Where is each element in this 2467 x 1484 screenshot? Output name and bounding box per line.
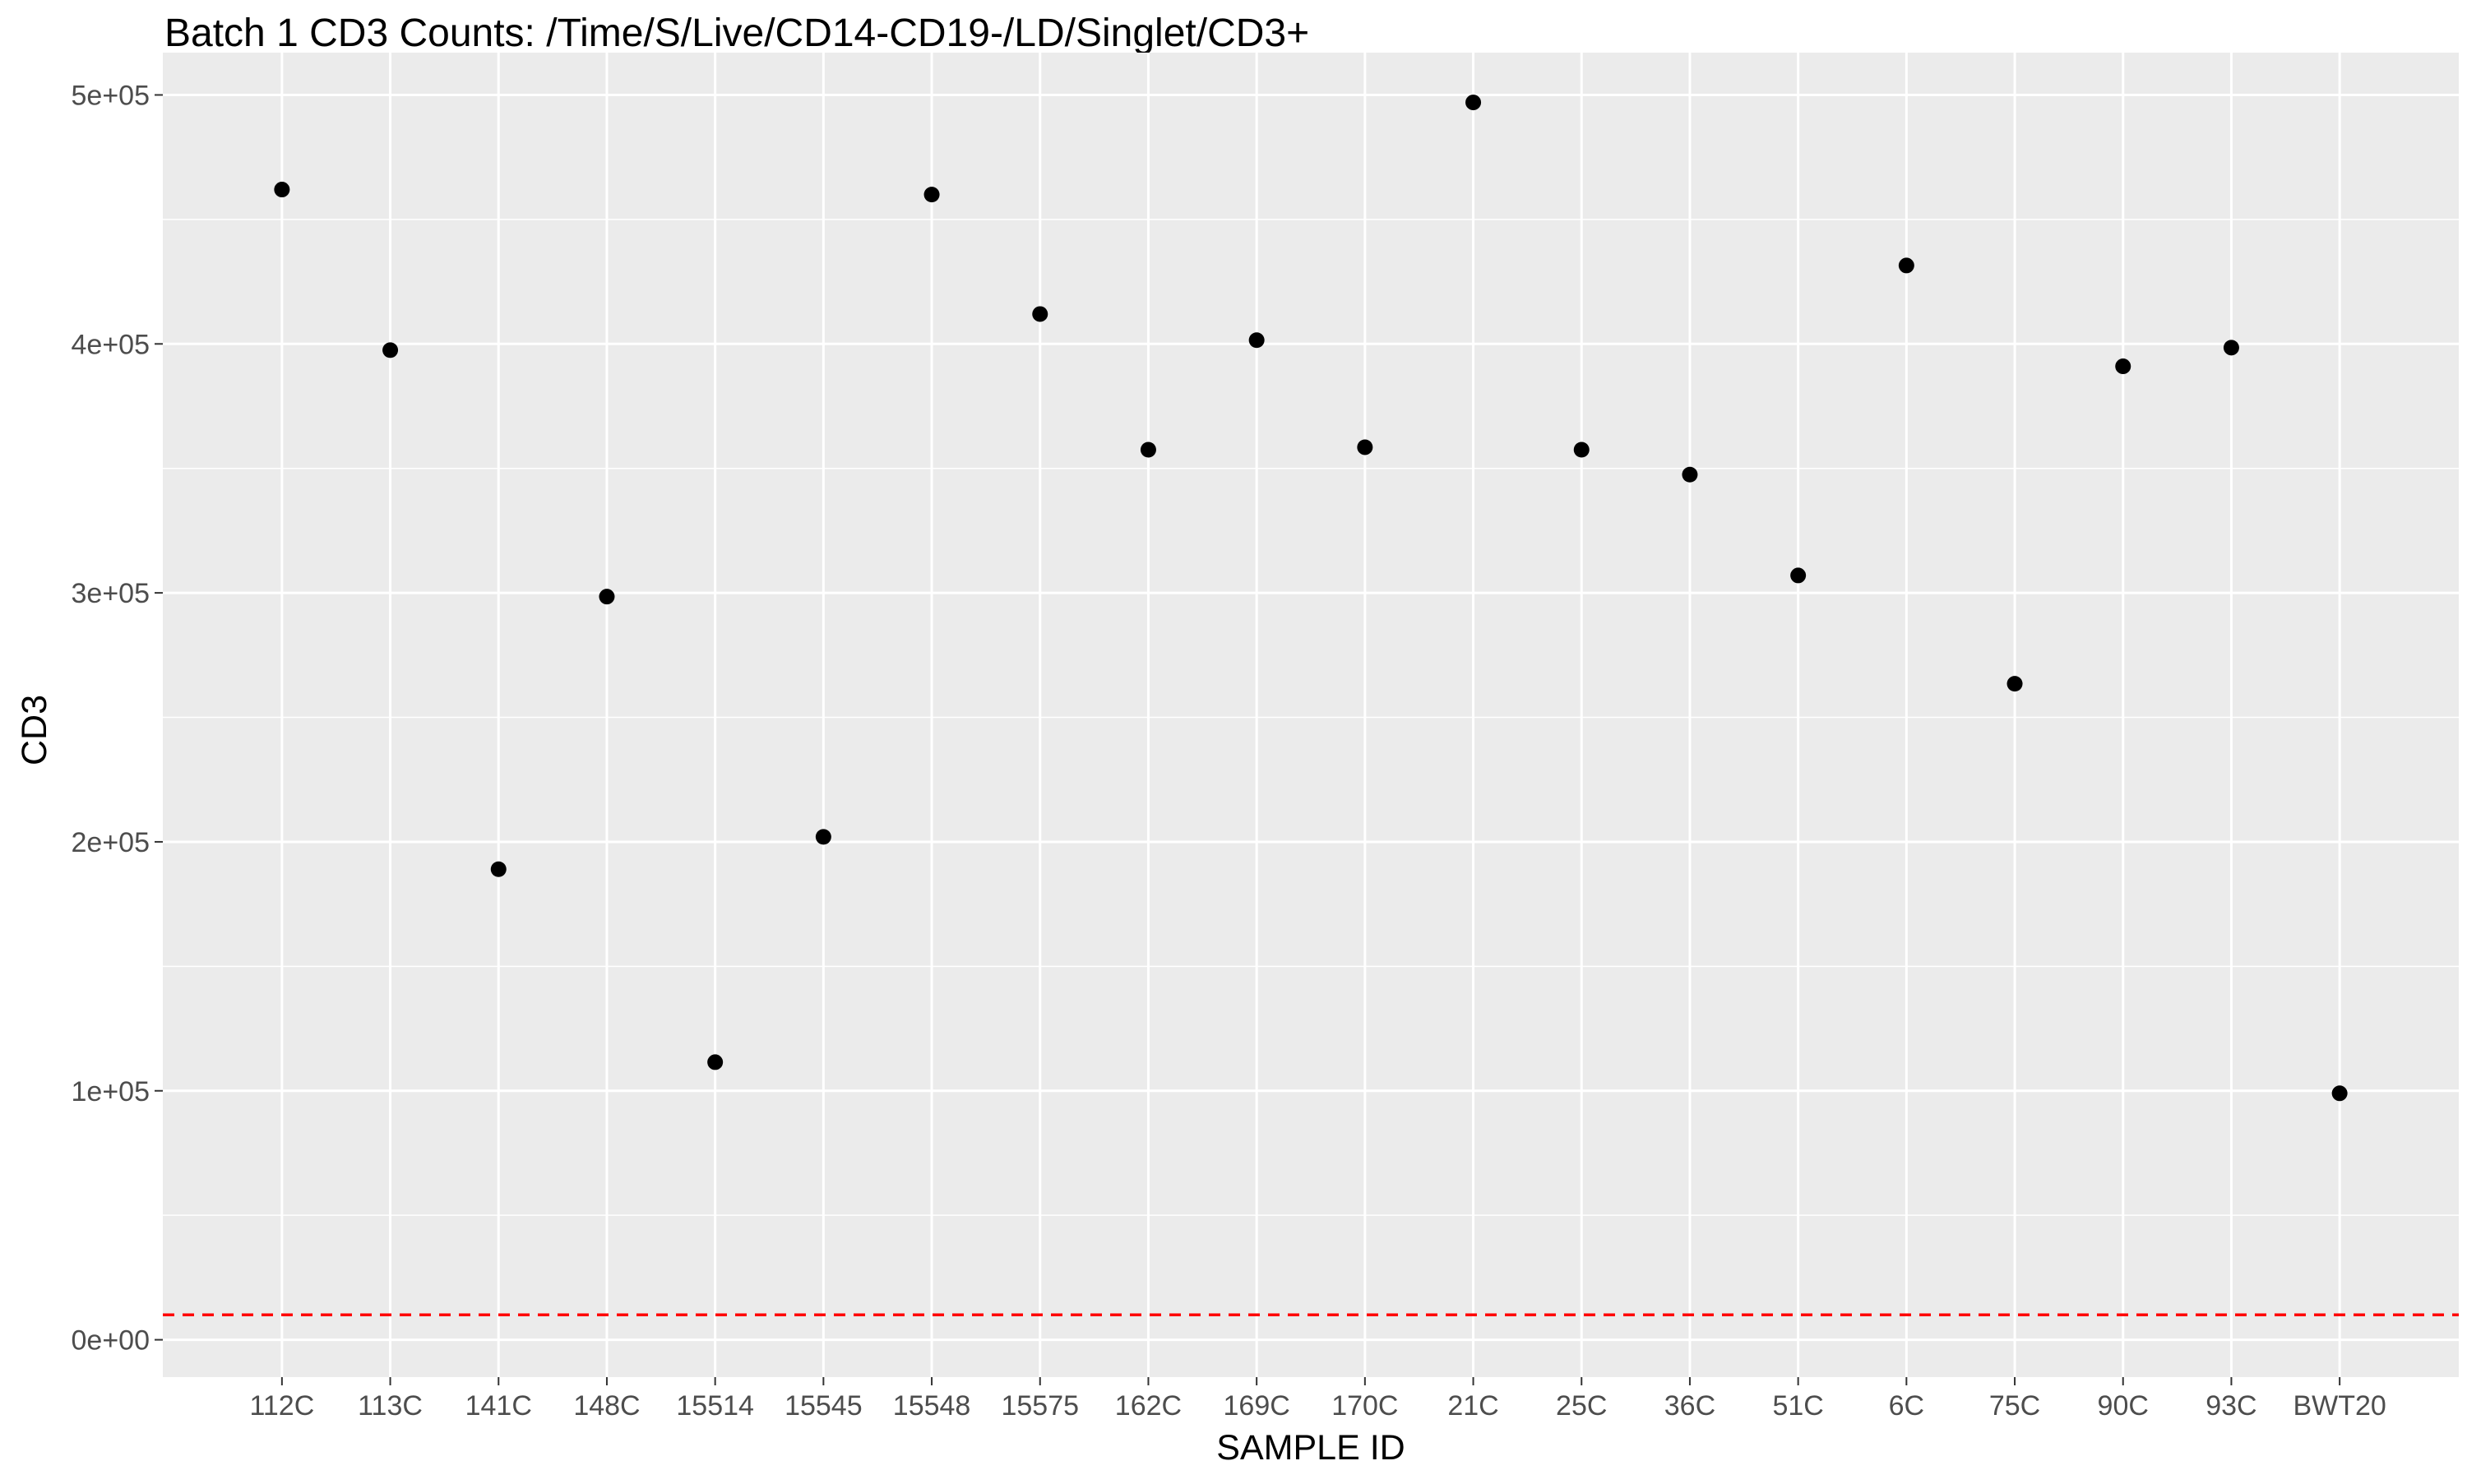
x-tick-label: BWT20 — [2293, 1390, 2386, 1422]
y-tick-label: 2e+05 — [72, 827, 150, 858]
x-tick-label: 21C — [1447, 1390, 1498, 1422]
data-point — [2331, 1085, 2348, 1102]
x-tick-label: 112C — [249, 1390, 314, 1422]
data-point — [599, 589, 615, 605]
data-point — [1357, 439, 1373, 455]
data-point — [1140, 442, 1156, 458]
data-point — [1790, 567, 1807, 584]
y-tick-label: 0e+00 — [72, 1325, 150, 1357]
plot-panel — [163, 53, 2459, 1377]
x-tick-label: 169C — [1224, 1390, 1290, 1422]
minor-gridlines — [163, 219, 2459, 1216]
x-tick-label: 75C — [1989, 1390, 2040, 1422]
data-point — [815, 829, 831, 845]
data-point — [490, 861, 507, 877]
x-tick-label: 15548 — [893, 1390, 971, 1422]
x-tick-label: 36C — [1664, 1390, 1715, 1422]
y-tick-label: 5e+05 — [72, 80, 150, 111]
x-tick-label: 141C — [465, 1390, 532, 1422]
x-tick-label: 162C — [1115, 1390, 1182, 1422]
y-axis-label: CD3 — [15, 695, 54, 765]
chart-title: Batch 1 CD3 Counts: /Time/S/Live/CD14-CD… — [164, 12, 1309, 55]
data-point — [2006, 676, 2023, 692]
y-axis: 0e+00 1e+05 2e+05 3e+05 4e+05 5e+05 — [72, 80, 163, 1357]
y-tick-label: 1e+05 — [72, 1076, 150, 1107]
data-point — [382, 342, 399, 358]
data-point — [1682, 466, 1698, 483]
x-tick-label: 90C — [2098, 1390, 2149, 1422]
data-point — [2115, 358, 2131, 375]
data-point — [923, 187, 940, 203]
x-tick-label: 170C — [1331, 1390, 1398, 1422]
data-point — [2223, 340, 2239, 356]
data-points — [274, 95, 2348, 1102]
data-point — [1032, 306, 1048, 322]
x-axis-label: SAMPLE ID — [1216, 1428, 1405, 1468]
x-axis: 112C 113C 141C 148C 15514 15545 15548 15575 162C… — [249, 1377, 2386, 1422]
x-tick-label: 15575 — [1001, 1390, 1079, 1422]
data-point — [707, 1054, 724, 1070]
data-point — [1465, 95, 1482, 111]
data-point — [274, 182, 290, 198]
x-tick-label: 93C — [2205, 1390, 2256, 1422]
x-tick-label: 113C — [358, 1390, 423, 1422]
x-tick-label: 6C — [1889, 1390, 1924, 1422]
x-tick-label: 25C — [1556, 1390, 1607, 1422]
x-tick-label: 15545 — [785, 1390, 863, 1422]
x-tick-label: 148C — [573, 1390, 640, 1422]
x-tick-label: 51C — [1772, 1390, 1823, 1422]
y-tick-label: 4e+05 — [72, 329, 150, 360]
data-point — [1248, 332, 1265, 349]
major-gridlines — [163, 53, 2459, 1377]
data-point — [1573, 442, 1590, 458]
x-tick-label: 15514 — [676, 1390, 754, 1422]
data-point — [1898, 257, 1914, 274]
y-tick-label: 3e+05 — [72, 578, 150, 609]
